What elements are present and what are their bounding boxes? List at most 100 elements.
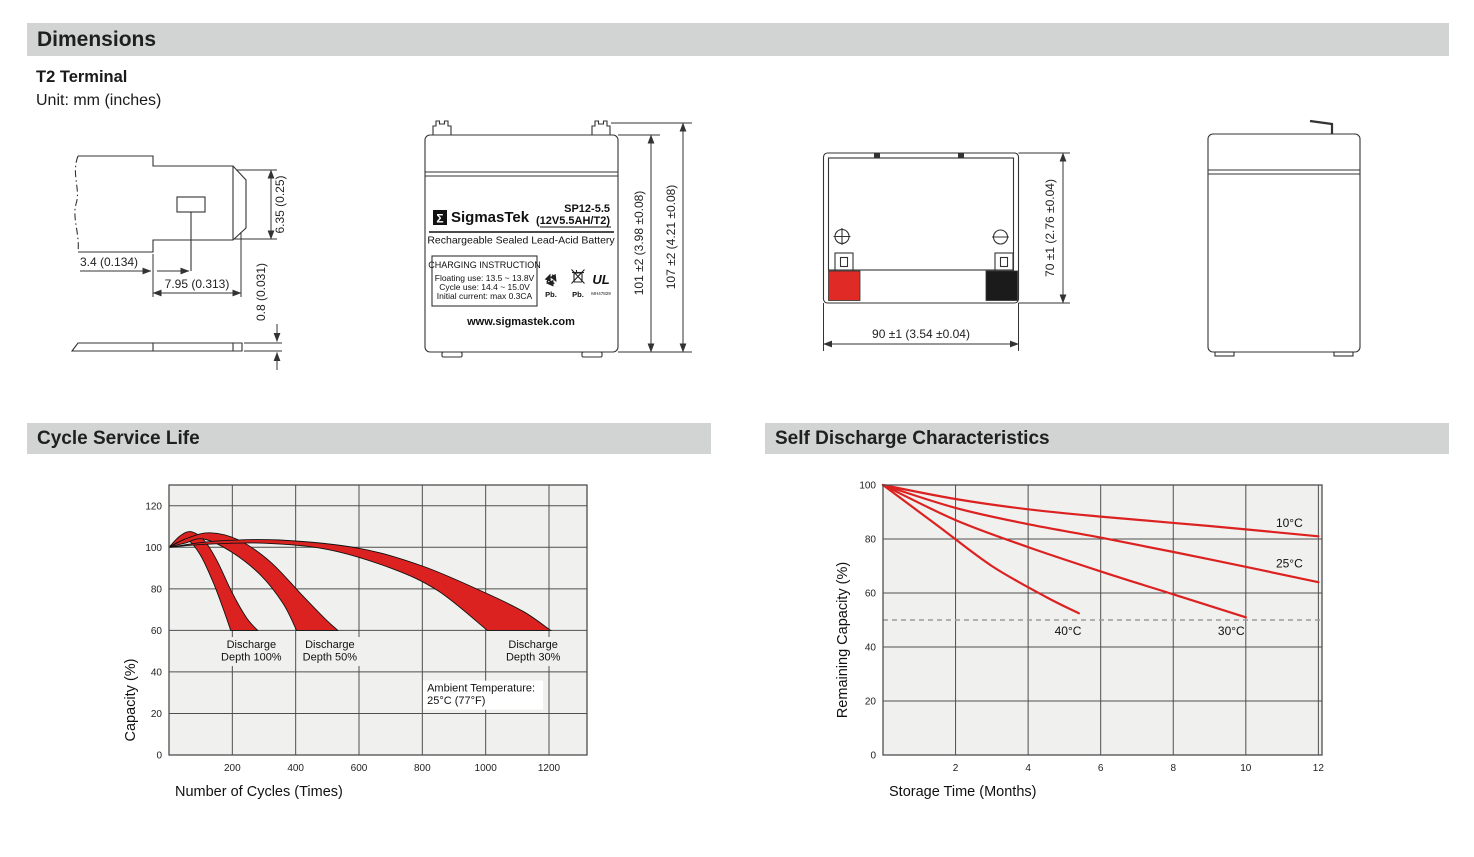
y-tick-label: 100 <box>145 543 162 554</box>
y-tick-label: 60 <box>151 626 163 637</box>
annotation-text: Discharge <box>227 639 277 651</box>
y-tick-label: 0 <box>870 751 876 762</box>
y-tick-label: 40 <box>151 667 163 678</box>
annotation-text: Depth 100% <box>221 652 282 664</box>
website-text: www.sigmastek.com <box>466 316 575 328</box>
dim-label-depth: 70 ±1 (2.76 ±0.04) <box>1043 179 1057 277</box>
dim-label-case-height: 101 ±2 (3.98 ±0.08) <box>632 191 646 296</box>
section-bar-cycle-service-life: Cycle Service Life <box>27 423 711 454</box>
dim-3-4: 3.4 (0.134) <box>80 254 190 297</box>
y-tick-label: 20 <box>151 709 163 720</box>
y-tick-label: 80 <box>151 584 163 595</box>
annotation-box <box>300 637 360 667</box>
break-line <box>74 155 79 253</box>
annotation-text: 25°C (77°F) <box>427 695 485 707</box>
x-tick-label: 400 <box>287 763 304 774</box>
chart-band <box>168 539 553 631</box>
chart-band <box>168 532 339 631</box>
x-tick-label: 1000 <box>475 763 498 774</box>
x-tick-label: 2 <box>953 763 959 774</box>
battery-foot-left <box>1214 351 1235 357</box>
charging-instruction-box <box>431 255 538 307</box>
x-tick-label: 800 <box>414 763 431 774</box>
battery-description: Rechargeable Sealed Lead-Acid Battery <box>427 235 615 247</box>
series-label: 30°C <box>1218 624 1245 638</box>
sigma-logo-icon <box>433 210 447 225</box>
annotation-box <box>218 637 284 667</box>
charging-line-cycle: Cycle use: 14.4 ~ 15.0V <box>439 282 530 292</box>
charging-title: CHARGING INSTRUCTION <box>428 260 541 270</box>
rating-text: (12V5.5AH/T2) <box>536 215 610 227</box>
dim-0-8: 0.8 (0.031) <box>244 263 282 370</box>
x-tick-label: 10 <box>1240 763 1252 774</box>
dim-label-width: 90 ±1 (3.54 ±0.04) <box>872 327 970 341</box>
x-tick-label: 8 <box>1170 763 1176 774</box>
pb-recycle-label: Pb. <box>545 290 557 299</box>
sigma-logo-glyph: Σ <box>436 212 443 226</box>
series-line <box>881 483 1247 619</box>
pb-bin-label: Pb. <box>572 290 584 299</box>
battery-case <box>424 134 619 353</box>
dim-6-35: 6.35 (0.25) <box>234 169 287 240</box>
annotation-box <box>423 680 544 710</box>
battery-foot-right <box>581 351 603 358</box>
y-axis-title: Capacity (%) <box>123 659 139 742</box>
dim-depth: 70 ±1 (2.76 ±0.04) <box>1018 152 1070 304</box>
series-label: 10°C <box>1276 516 1303 530</box>
series-label: 25°C <box>1276 556 1303 570</box>
charging-line-initial: Initial current: max 0.3CA <box>437 291 533 301</box>
terminal-profile-outline <box>74 155 247 271</box>
battery-terminal-tab-right <box>591 120 611 135</box>
y-tick-label: 80 <box>865 535 877 546</box>
plot-frame <box>168 484 588 756</box>
annotation-text: Depth 50% <box>303 652 358 664</box>
unit-note: Unit: mm (inches) <box>36 92 162 109</box>
battery-top-view-drawing: 70 ±1 (2.76 ±0.04) 90 ±1 (3.54 ±0.04) <box>822 152 1070 351</box>
battery-foot-left <box>441 351 463 358</box>
negative-terminal-block <box>985 270 1018 301</box>
annotation-text: Ambient Temperature: <box>427 683 535 695</box>
x-tick-label: 600 <box>351 763 368 774</box>
dim-7-95: 7.95 (0.313) <box>152 232 242 297</box>
charging-line-floating: Floating use: 13.5 ~ 13.8V <box>435 273 535 283</box>
dim-label-hole-offset: 3.4 (0.134) <box>80 255 138 269</box>
y-tick-label: 60 <box>865 589 877 600</box>
annotation-text: Discharge <box>305 639 355 651</box>
y-tick-label: 0 <box>156 751 162 762</box>
x-tick-label: 200 <box>224 763 241 774</box>
y-tick-label: 20 <box>865 697 877 708</box>
case-outline <box>1207 133 1361 353</box>
section-bar-dimensions: Dimensions <box>27 23 1449 56</box>
series-label: 40°C <box>1055 624 1082 638</box>
section-title-dimensions: Dimensions <box>37 27 157 51</box>
x-axis-title: Number of Cycles (Times) <box>175 784 343 800</box>
section-title-cycle-service-life: Cycle Service Life <box>37 427 200 449</box>
y-tick-label: 120 <box>145 501 162 512</box>
model-number: SP12-5.5 <box>564 203 610 215</box>
series-line <box>881 483 1320 538</box>
positive-polarity-icon <box>833 228 851 245</box>
annotation-text: Discharge <box>508 639 558 651</box>
x-axis-title: Storage Time (Months) <box>889 784 1036 800</box>
x-tick-label: 1200 <box>538 763 561 774</box>
section-bar-self-discharge: Self Discharge Characteristics <box>765 423 1449 454</box>
y-tick-label: 40 <box>865 643 877 654</box>
terminal-edge-view <box>70 342 243 352</box>
dim-label-thickness: 0.8 (0.031) <box>254 263 268 321</box>
negative-polarity-icon <box>992 229 1009 245</box>
terminal-type-heading: T2 Terminal <box>36 68 128 86</box>
vent-notch <box>958 153 964 158</box>
dim-label-tab-width: 7.95 (0.313) <box>165 277 230 291</box>
series-line <box>881 483 1080 615</box>
series-line <box>881 483 1320 584</box>
battery-terminal-tab-left <box>432 120 452 135</box>
product-label: Σ SigmasTek SP12-5.5 (12V5.5AH/T2) Recha… <box>427 203 615 328</box>
dim-heights: 101 ±2 (3.98 ±0.08) 107 ±2 (4.21 ±0.08) <box>611 122 692 353</box>
ul-mark-icon: UL <box>592 272 609 287</box>
positive-terminal-block <box>828 270 861 301</box>
dim-label-tip-height: 6.35 (0.25) <box>273 175 287 233</box>
brand-name: SigmasTek <box>451 209 530 226</box>
annotation-text: Depth 30% <box>506 652 561 664</box>
battery-foot-right <box>1333 351 1354 357</box>
